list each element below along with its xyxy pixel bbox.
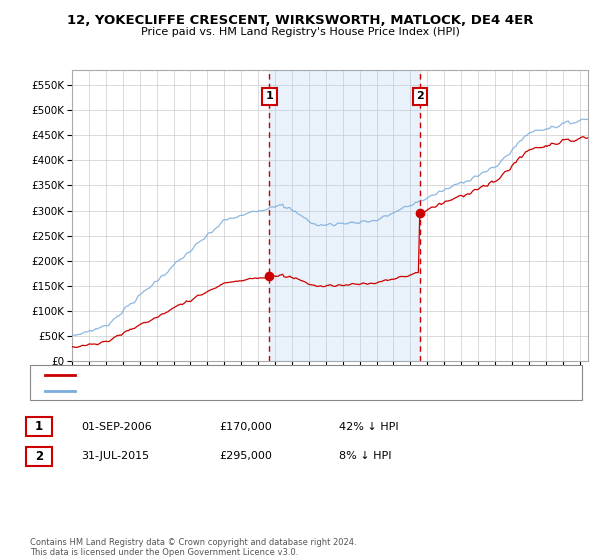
- Text: £170,000: £170,000: [219, 422, 272, 432]
- Text: 2: 2: [416, 91, 424, 101]
- Text: HPI: Average price, detached house, Derbyshire Dales: HPI: Average price, detached house, Derb…: [84, 385, 354, 395]
- Text: 42% ↓ HPI: 42% ↓ HPI: [339, 422, 398, 432]
- Text: Contains HM Land Registry data © Crown copyright and database right 2024.
This d: Contains HM Land Registry data © Crown c…: [30, 538, 356, 557]
- Text: 01-SEP-2006: 01-SEP-2006: [81, 422, 152, 432]
- Bar: [269, 70, 420, 361]
- Text: 2: 2: [35, 450, 43, 463]
- Text: £295,000: £295,000: [219, 451, 272, 461]
- Text: 8% ↓ HPI: 8% ↓ HPI: [339, 451, 391, 461]
- Text: 1: 1: [35, 420, 43, 433]
- Text: 12, YOKECLIFFE CRESCENT, WIRKSWORTH, MATLOCK, DE4 4ER: 12, YOKECLIFFE CRESCENT, WIRKSWORTH, MAT…: [67, 14, 533, 27]
- Text: 12, YOKECLIFFE CRESCENT, WIRKSWORTH, MATLOCK, DE4 4ER (detached house): 12, YOKECLIFFE CRESCENT, WIRKSWORTH, MAT…: [84, 370, 487, 380]
- Text: Price paid vs. HM Land Registry's House Price Index (HPI): Price paid vs. HM Land Registry's House …: [140, 27, 460, 37]
- Text: 1: 1: [266, 91, 274, 101]
- Text: 31-JUL-2015: 31-JUL-2015: [81, 451, 149, 461]
